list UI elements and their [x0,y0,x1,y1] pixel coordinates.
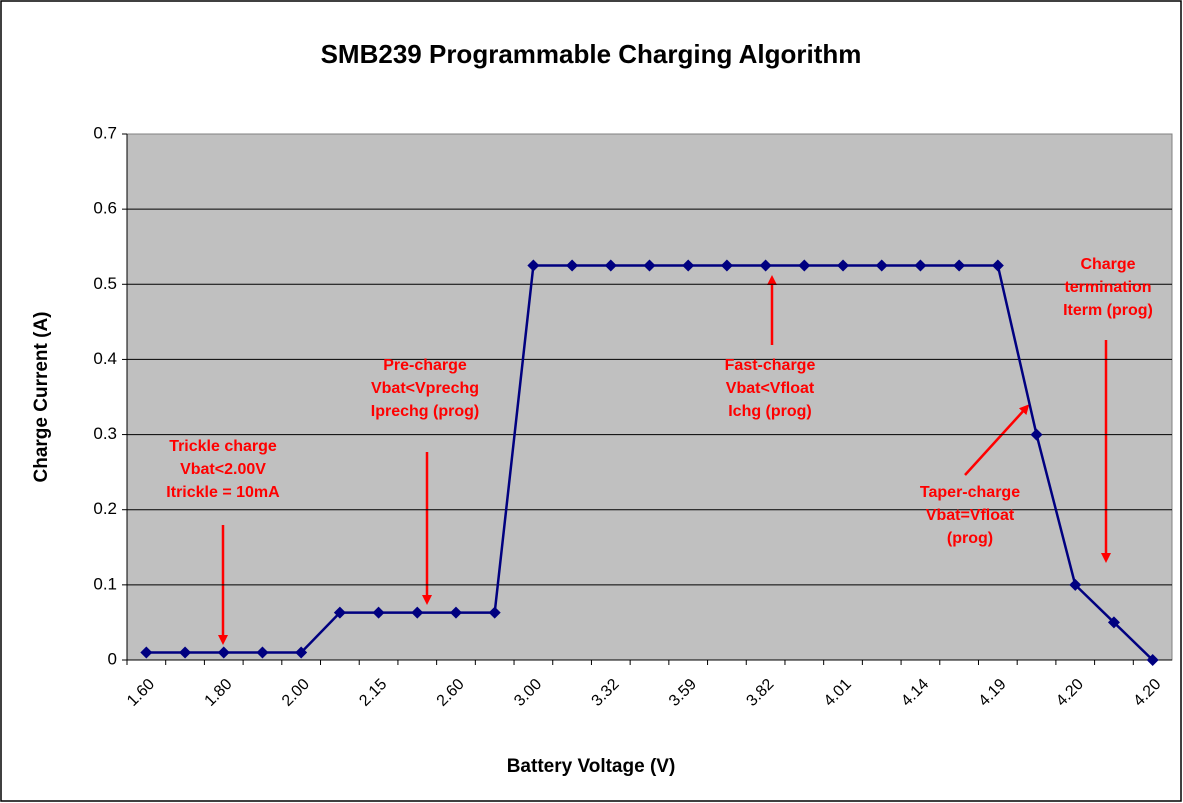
marker [1069,578,1082,591]
annotation: Ichg (prog) [728,403,812,420]
x-axis-label: Battery Voltage (V) [507,756,676,777]
y-tick-label: 0.7 [93,123,117,142]
marker [682,259,695,272]
arrows [218,275,1111,645]
annotation: Fast-charge [725,357,816,374]
marker [953,259,966,272]
marker [837,259,850,272]
marker [256,646,269,659]
marker [875,259,888,272]
annotation: Vbat<2.00V [180,461,266,478]
marker [1030,428,1043,441]
annotation: Vbat<Vprechg [371,380,479,397]
y-tick-label: 0.4 [93,349,117,368]
marker [411,606,424,619]
marker [991,259,1004,272]
annotation: Iprechg (prog) [371,403,479,420]
marker [720,259,733,272]
annotation: Vbat=Vfloat [926,507,1015,524]
annotation: Pre-charge [383,357,467,374]
annotation: Charge [1080,256,1135,273]
marker [140,646,153,659]
annotation: termination [1064,279,1151,296]
marker [333,606,346,619]
marker [449,606,462,619]
marker [643,259,656,272]
annotation: (prog) [947,530,993,547]
marker [527,259,540,272]
marker [759,259,772,272]
marker [1146,654,1159,666]
annotation: Itrickle = 10mA [166,484,280,501]
annotation: Iterm (prog) [1063,302,1153,319]
arrow [964,404,1030,476]
marker [1107,616,1120,629]
y-tick-label: 0 [108,649,117,668]
marker [566,259,579,272]
annotation: Trickle charge [169,438,277,455]
marker [179,646,192,659]
y-tick-label: 0.3 [93,424,117,443]
y-tick-label: 0.2 [93,499,117,518]
marker [488,606,501,619]
marker [798,259,811,272]
plot-area [126,133,1173,661]
chart-title: SMB239 Programmable Charging Algorithm [321,39,862,69]
marker [295,646,308,659]
y-tick-label: 0.6 [93,199,117,218]
marker [914,259,927,272]
annotation: Vbat<Vfloat [726,380,815,397]
y-tick-label: 0.5 [93,274,117,293]
y-tick-label: 0.1 [93,574,117,593]
marker [372,606,385,619]
marker [217,646,230,659]
annotation: Taper-charge [920,484,1020,501]
y-axis-label: Charge Current (A) [31,311,52,482]
marker [604,259,617,272]
